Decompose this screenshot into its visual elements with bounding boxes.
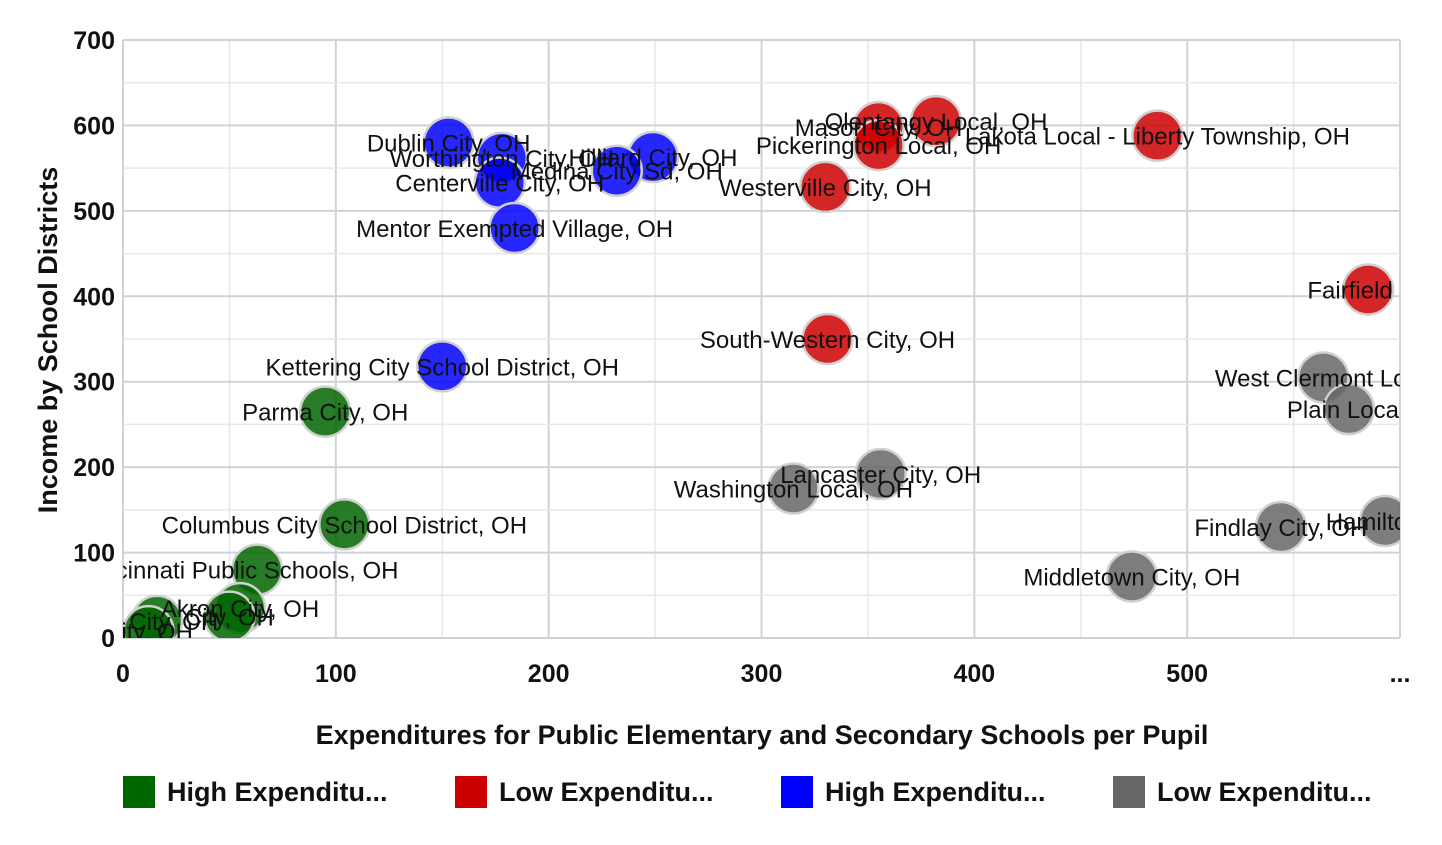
data-point[interactable]	[767, 462, 820, 515]
point-label: Mason City, OH	[795, 115, 963, 142]
x-tick-label: 300	[741, 660, 783, 688]
legend-label: Low Expenditu...	[1157, 776, 1372, 807]
point-label: Hamilton C	[1326, 509, 1442, 536]
point-label: Centerville City, OH	[395, 171, 604, 198]
y-tick-label: 500	[73, 198, 115, 226]
legend-swatch-green	[123, 776, 155, 808]
data-point[interactable]	[1105, 550, 1159, 603]
legend: High Expenditu... Low Expenditu... High …	[0, 770, 1442, 820]
y-axis: 0 100 200 300 400 500 600 700	[73, 27, 115, 653]
legend-label: High Expenditu...	[167, 776, 388, 807]
point-label: Washington Local, OH	[674, 477, 913, 504]
point-label: Parma City, OH	[242, 400, 408, 427]
data-point[interactable]	[203, 590, 256, 642]
legend-item-red[interactable]: Low Expenditu...	[455, 776, 714, 808]
y-tick-label: 700	[73, 27, 115, 55]
data-point[interactable]	[1341, 263, 1395, 316]
x-tick-label: 500	[1166, 660, 1208, 688]
data-point[interactable]	[1322, 382, 1376, 436]
point-label: Columbus City School District, OH	[162, 512, 527, 539]
point-label: Lakota Local - Liberty Township, OH	[965, 124, 1350, 151]
data-point[interactable]	[590, 144, 644, 197]
point-label: Akron City, OH	[161, 596, 319, 623]
data-point[interactable]	[123, 604, 175, 656]
y-tick-label: 300	[73, 369, 115, 397]
legend-item-green[interactable]: High Expenditu...	[123, 776, 388, 808]
data-point[interactable]	[854, 447, 907, 501]
point-label: Hilliard City, OH	[569, 145, 738, 172]
point-label: Kettering City School District, OH	[266, 354, 619, 381]
point-label: Westerville City, OH	[719, 175, 931, 202]
x-tick-label: ...	[1390, 660, 1411, 688]
point-label: Fairfield Cit	[1307, 277, 1429, 304]
legend-item-gray[interactable]: Low Expenditu...	[1113, 776, 1372, 808]
point-labels: Parma City, OH Columbus City School Distr…	[96, 109, 1442, 646]
legend-label: High Expenditu...	[825, 776, 1046, 807]
point-label: Pickerington Local, OH	[756, 133, 1001, 160]
y-tick-label: 0	[101, 625, 115, 653]
x-axis: 0 100 200 300 400 500...	[116, 660, 1410, 688]
data-point[interactable]	[416, 340, 469, 393]
point-label: Lancaster City, OH	[780, 462, 981, 489]
legend-swatch-red	[455, 776, 487, 808]
data-point[interactable]	[801, 312, 854, 366]
x-tick-label: 0	[116, 660, 130, 688]
x-axis-title: Expenditures for Public Elementary and S…	[316, 720, 1209, 750]
data-point[interactable]	[1131, 109, 1184, 162]
point-label: City, OH	[104, 619, 193, 646]
legend-item-blue[interactable]: High Expenditu...	[781, 776, 1046, 808]
point-label: South-Western City, OH	[700, 327, 955, 354]
legend-swatch-gray	[1113, 776, 1145, 808]
point-label: West Clermont Loca	[1215, 365, 1433, 392]
point-label: Findlay City, OH	[1194, 515, 1367, 542]
y-axis-title: Income by School Districts	[33, 167, 63, 514]
point-label: Worthington City, OH	[390, 146, 615, 173]
point-label: Olentangy Local, OH	[825, 109, 1048, 136]
legend-label: Low Expenditu...	[499, 776, 714, 807]
scatter-chart: 0 100 200 300 400 500 600 700 0 100 200 300 400 500.…	[33, 27, 1442, 750]
data-points	[123, 94, 1410, 656]
y-tick-label: 600	[73, 112, 115, 140]
y-tick-label: 400	[73, 283, 115, 311]
x-tick-label: 400	[953, 660, 995, 688]
y-tick-label: 100	[73, 540, 115, 568]
point-label: Medina City Sd, OH	[511, 159, 723, 186]
point-label: Middletown City, OH	[1023, 564, 1240, 591]
data-point[interactable]	[298, 385, 352, 438]
point-label: on City, OH	[96, 609, 218, 636]
point-label: Dublin City, OH	[367, 131, 531, 158]
data-point[interactable]	[852, 118, 905, 172]
data-point[interactable]	[909, 94, 963, 148]
legend-swatch-blue	[781, 776, 813, 808]
y-tick-label: 200	[73, 454, 115, 482]
point-label: Mentor Exempted Village, OH	[356, 216, 673, 243]
data-point[interactable]	[318, 498, 371, 551]
point-label: City, OH	[185, 605, 274, 632]
point-label: cinnati Public Schools, OH	[116, 558, 399, 585]
x-tick-label: 100	[315, 660, 357, 688]
data-point[interactable]	[488, 201, 541, 255]
data-point[interactable]	[799, 160, 852, 214]
data-point[interactable]	[1358, 494, 1410, 548]
data-point[interactable]	[422, 116, 475, 169]
x-tick-label: 200	[528, 660, 570, 688]
data-point[interactable]	[1254, 500, 1308, 554]
point-label: Plain Local,	[1287, 397, 1411, 424]
